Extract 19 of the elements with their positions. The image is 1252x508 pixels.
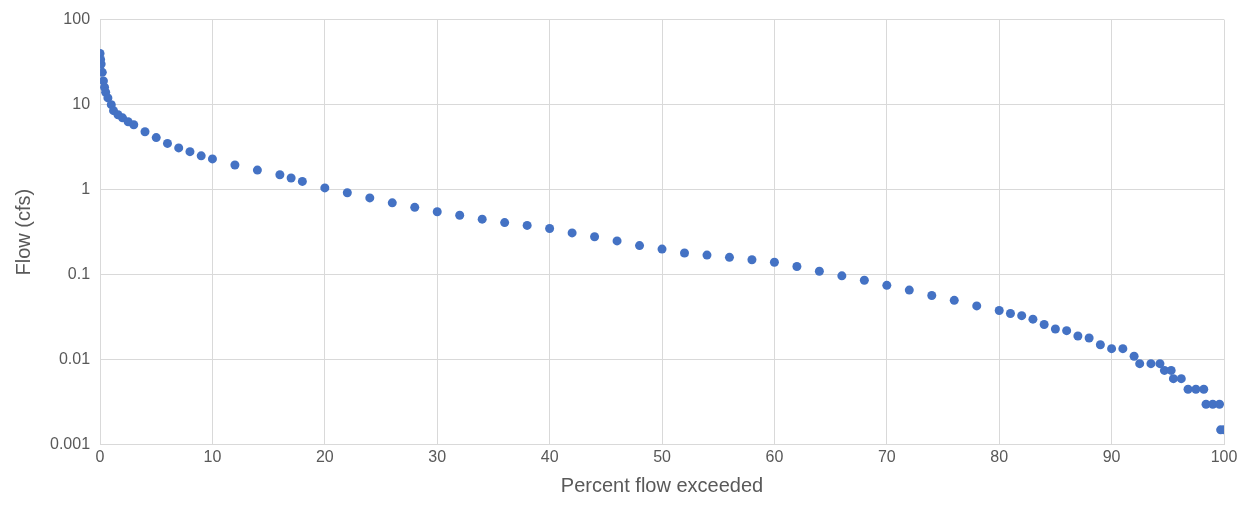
y-tick-label: 0.001 [49, 435, 91, 453]
x-tick-label: 0 [95, 447, 105, 465]
y-tick-label: 100 [63, 10, 91, 28]
y-axis-title: Flow (cfs) [11, 188, 34, 276]
x-tick-label: 70 [877, 447, 896, 465]
x-tick-label: 30 [428, 447, 447, 465]
y-tick-label: 1 [81, 180, 91, 198]
y-tick-label: 0.1 [67, 265, 91, 283]
x-tick-label: 20 [315, 447, 334, 465]
x-tick-label: 90 [1102, 447, 1121, 465]
x-tick-label: 50 [653, 447, 672, 465]
x-tick-label: 10 [203, 447, 222, 465]
x-tick-label: 40 [540, 447, 559, 465]
x-tick-label: 60 [765, 447, 784, 465]
x-tick-label: 80 [990, 447, 1009, 465]
y-tick-label: 0.01 [58, 350, 91, 368]
x-axis-title: Percent flow exceeded [560, 473, 764, 496]
x-tick-label: 100 [1210, 447, 1238, 465]
y-tick-label: 10 [72, 95, 91, 113]
